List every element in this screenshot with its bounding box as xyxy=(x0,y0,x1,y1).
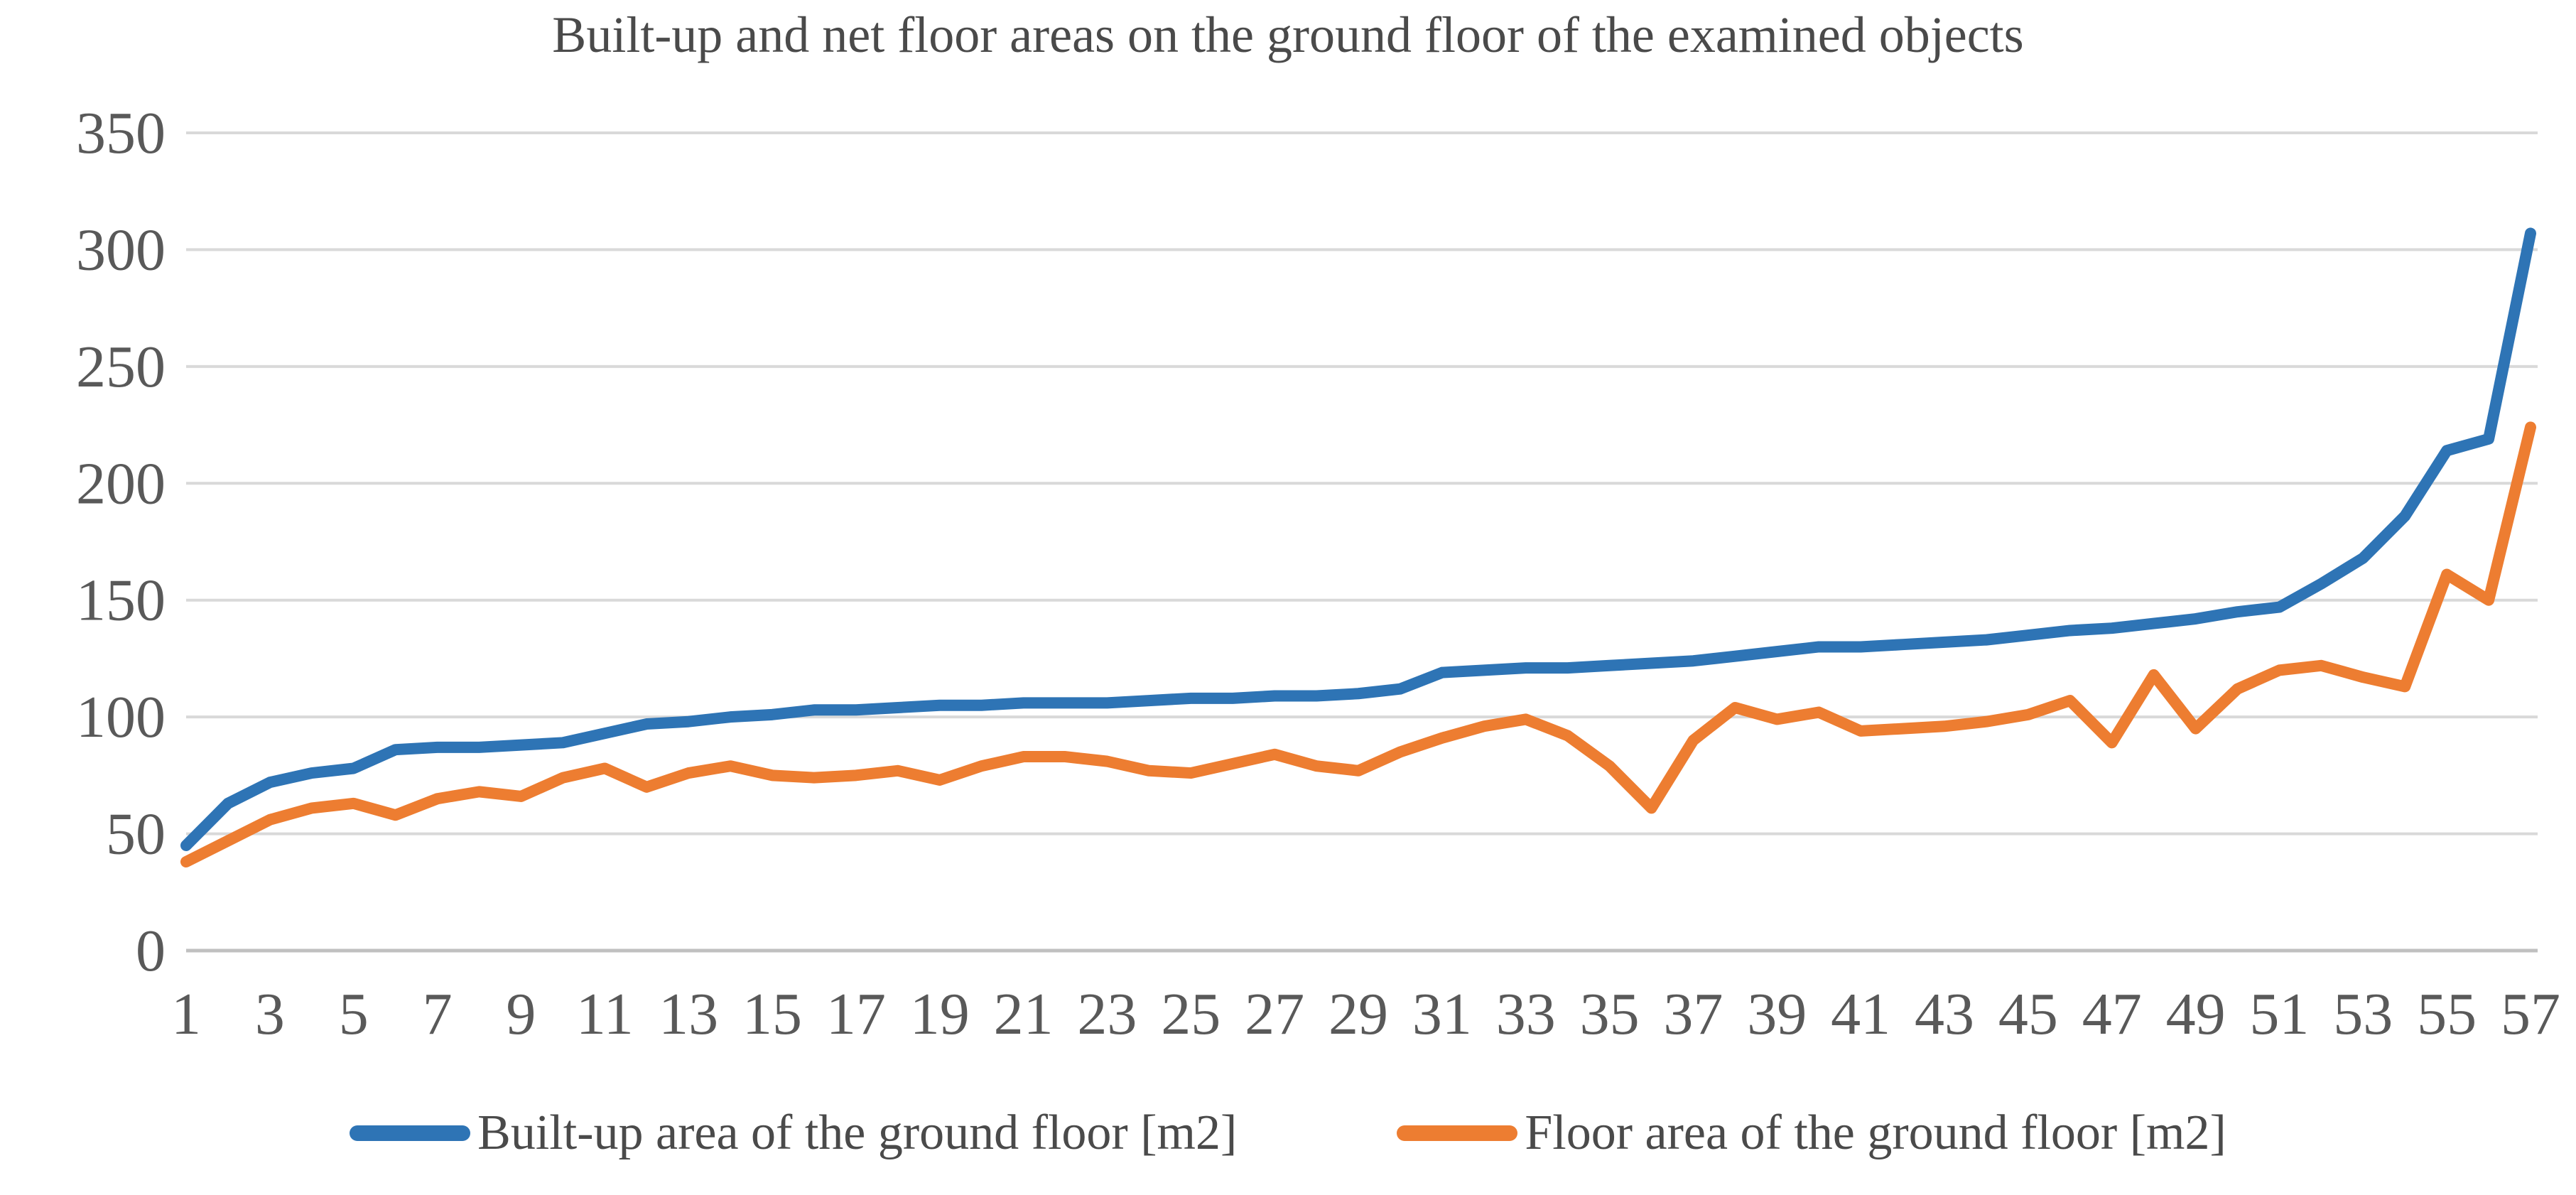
legend-label-floor: Floor area of the ground floor [m2] xyxy=(1525,1105,2226,1160)
legend-swatch-floor xyxy=(1397,1125,1518,1141)
x-tick-label: 41 xyxy=(1831,981,1890,1047)
x-tick-label: 9 xyxy=(506,981,536,1047)
x-tick-label: 25 xyxy=(1161,981,1221,1047)
x-tick-label: 37 xyxy=(1663,981,1723,1047)
y-tick-label: 50 xyxy=(106,801,166,867)
y-tick-label: 250 xyxy=(76,334,166,400)
x-tick-label: 45 xyxy=(1998,981,2058,1047)
x-tick-label: 13 xyxy=(659,981,718,1047)
y-tick-label: 200 xyxy=(76,450,166,517)
x-tick-label: 53 xyxy=(2333,981,2393,1047)
chart-title: Built-up and net floor areas on the grou… xyxy=(552,6,2024,63)
legend-swatch-built-up xyxy=(350,1125,471,1141)
legend-item-built-up: Built-up area of the ground floor [m2] xyxy=(350,1105,1237,1162)
x-tick-label: 39 xyxy=(1747,981,1807,1047)
x-tick-label: 11 xyxy=(576,981,634,1047)
x-tick-label: 51 xyxy=(2249,981,2309,1047)
x-tick-label: 17 xyxy=(826,981,886,1047)
x-tick-label: 27 xyxy=(1245,981,1304,1047)
x-tick-label: 5 xyxy=(339,981,369,1047)
x-tick-label: 55 xyxy=(2417,981,2477,1047)
x-tick-label: 43 xyxy=(1915,981,1974,1047)
y-tick-label: 150 xyxy=(76,568,166,634)
y-tick-label: 300 xyxy=(76,217,166,283)
x-tick-label: 21 xyxy=(994,981,1054,1047)
chart-legend: Built-up area of the ground floor [m2] F… xyxy=(0,1105,2576,1162)
x-tick-label: 47 xyxy=(2082,981,2142,1047)
legend-item-floor: Floor area of the ground floor [m2] xyxy=(1397,1105,2226,1162)
x-tick-label: 7 xyxy=(423,981,453,1047)
x-tick-label: 35 xyxy=(1580,981,1640,1047)
x-tick-label: 3 xyxy=(255,981,285,1047)
x-tick-label: 29 xyxy=(1328,981,1388,1047)
x-tick-label: 1 xyxy=(171,981,201,1047)
y-tick-label: 0 xyxy=(136,918,166,984)
y-tick-label: 350 xyxy=(76,100,166,166)
x-tick-label: 23 xyxy=(1077,981,1137,1047)
x-tick-label: 15 xyxy=(742,981,802,1047)
x-tick-label: 19 xyxy=(910,981,970,1047)
x-tick-label: 33 xyxy=(1496,981,1556,1047)
legend-label-built-up: Built-up area of the ground floor [m2] xyxy=(477,1105,1238,1160)
series-line-floor xyxy=(180,421,2536,868)
y-tick-label: 100 xyxy=(76,684,166,750)
series-line-built-up xyxy=(180,227,2536,852)
x-tick-label: 57 xyxy=(2501,981,2560,1047)
x-tick-label: 49 xyxy=(2166,981,2226,1047)
x-tick-label: 31 xyxy=(1412,981,1472,1047)
